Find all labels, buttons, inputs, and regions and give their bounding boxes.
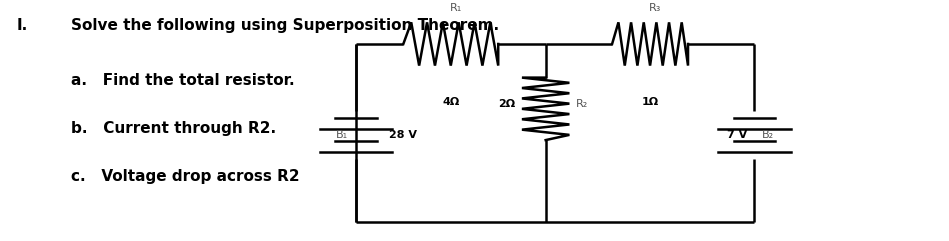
Text: B₁: B₁ <box>336 130 348 140</box>
Text: 4Ω: 4Ω <box>442 97 459 107</box>
Text: a.   Find the total resistor.: a. Find the total resistor. <box>71 73 295 88</box>
Text: 7 V: 7 V <box>727 130 747 140</box>
Text: 2Ω: 2Ω <box>498 99 515 109</box>
Text: b.   Current through R2.: b. Current through R2. <box>71 121 276 136</box>
Text: R₃: R₃ <box>648 3 661 13</box>
Text: 28 V: 28 V <box>389 130 418 140</box>
Text: R₂: R₂ <box>576 99 588 109</box>
Text: R₁: R₁ <box>450 3 461 13</box>
Text: I.: I. <box>17 18 28 33</box>
Text: B₂: B₂ <box>762 130 774 140</box>
Text: Solve the following using Superposition Theorem.: Solve the following using Superposition … <box>71 18 499 33</box>
Text: 1Ω: 1Ω <box>642 97 659 107</box>
Text: c.   Voltage drop across R2: c. Voltage drop across R2 <box>71 169 300 184</box>
